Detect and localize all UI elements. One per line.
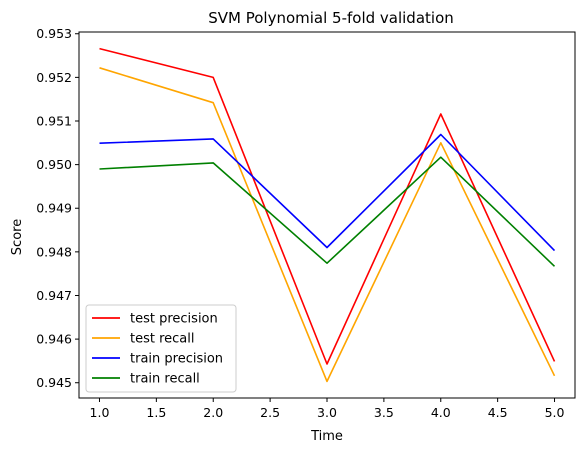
y-tick-label: 0.946 (36, 332, 72, 347)
x-tick-label: 3.0 (317, 405, 337, 420)
ticks-layer: 1.0 1.5 2.0 2.5 3.0 3.5 4.0 4.5 5.0 0.945 0.946 0.9… (36, 26, 564, 420)
x-tick-label: 4.0 (431, 405, 451, 420)
y-tick-label: 0.948 (36, 244, 72, 259)
series-line-train-recall (99, 156, 556, 267)
legend-label: test recall (130, 332, 195, 347)
y-tick-label: 0.947 (36, 288, 72, 303)
legend-label: train recall (130, 372, 200, 387)
series-line-test-recall (99, 67, 556, 383)
series-layer (99, 47, 556, 383)
y-axis-label: Score (10, 219, 25, 255)
x-tick-label: 3.5 (374, 405, 394, 420)
legend-box (85, 304, 237, 393)
legend: test precision test recall train precision… (85, 304, 237, 393)
y-tick-label: 0.945 (36, 375, 72, 390)
y-tick-label: 0.950 (36, 157, 72, 172)
x-tick-label: 1.0 (90, 405, 110, 420)
x-tick-label: 4.5 (488, 405, 508, 420)
x-tick-label: 5.0 (545, 405, 565, 420)
x-axis-label: Time (310, 429, 343, 444)
series-line-test-precision (99, 47, 556, 365)
y-tick-label: 0.952 (36, 70, 72, 85)
y-tick-label: 0.953 (36, 26, 72, 41)
legend-label: train precision (130, 352, 223, 367)
x-tick-label: 2.5 (260, 405, 280, 420)
legend-label: test precision (130, 312, 218, 327)
series-line-train-precision (99, 133, 556, 252)
y-tick-label: 0.949 (36, 201, 72, 216)
y-tick-label: 0.951 (36, 113, 72, 128)
chart-title: SVM Polynomial 5-fold validation (208, 9, 454, 27)
x-tick-label: 2.0 (203, 405, 223, 420)
x-tick-label: 1.5 (146, 405, 166, 420)
